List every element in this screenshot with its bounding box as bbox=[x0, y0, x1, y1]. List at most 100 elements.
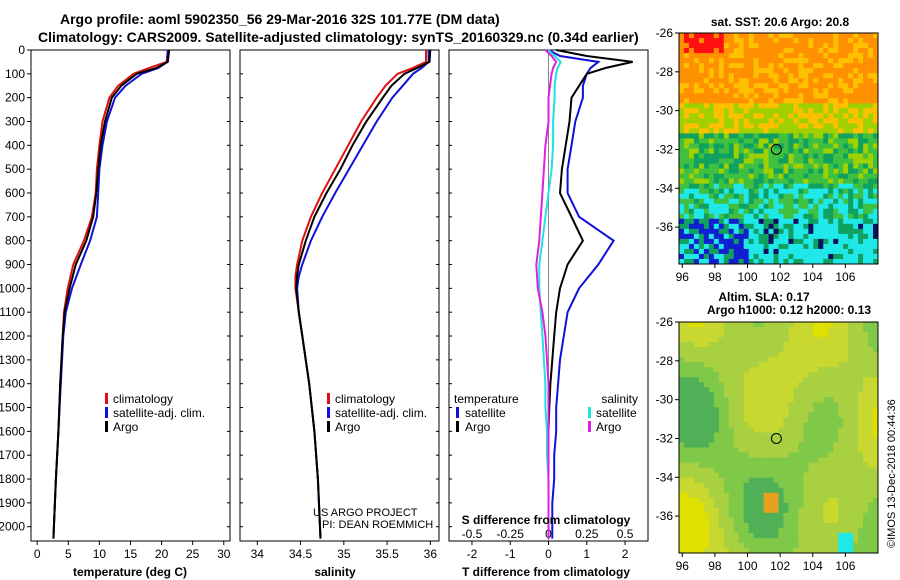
map-cell bbox=[683, 542, 690, 549]
map-cell bbox=[818, 83, 824, 89]
map-cell bbox=[783, 113, 789, 119]
map-cell bbox=[873, 203, 879, 210]
map-cell bbox=[733, 153, 740, 159]
map-cell bbox=[688, 387, 695, 393]
map-cell bbox=[743, 422, 750, 428]
map-cell bbox=[743, 327, 750, 333]
x-tick-label: 5 bbox=[65, 547, 72, 561]
map-cell bbox=[693, 88, 700, 94]
map-cell bbox=[828, 248, 834, 255]
map-cell bbox=[679, 372, 685, 378]
map-cell bbox=[703, 527, 710, 534]
map-cell bbox=[838, 63, 844, 69]
map-cell bbox=[793, 203, 799, 210]
map-cell bbox=[848, 38, 854, 44]
map-cell bbox=[768, 322, 774, 328]
map-cell bbox=[688, 502, 695, 509]
map-cell bbox=[703, 233, 710, 240]
map-cell bbox=[818, 492, 824, 499]
map-cell bbox=[788, 93, 794, 99]
map-cell bbox=[708, 487, 715, 494]
map-cell bbox=[788, 347, 794, 353]
map-cell bbox=[753, 113, 760, 119]
map-cell bbox=[738, 397, 745, 403]
map-cell bbox=[683, 332, 690, 338]
map-cell bbox=[763, 163, 769, 169]
map-cell bbox=[773, 377, 779, 383]
map-cell bbox=[763, 198, 769, 205]
map-cell bbox=[843, 427, 849, 433]
map-cell bbox=[748, 78, 755, 84]
map-cell bbox=[863, 457, 869, 464]
map-cell bbox=[823, 83, 829, 89]
map-cell bbox=[853, 377, 859, 383]
map-cell bbox=[783, 357, 789, 363]
map-cell bbox=[838, 397, 844, 403]
map-cell bbox=[838, 517, 844, 524]
map-cell bbox=[718, 462, 725, 469]
map-cell bbox=[803, 457, 809, 464]
map-cell bbox=[813, 347, 819, 353]
map-cell bbox=[788, 392, 794, 398]
map-cell bbox=[743, 138, 750, 144]
map-cell bbox=[813, 248, 819, 255]
map-cell bbox=[698, 73, 705, 79]
map-cell bbox=[773, 208, 779, 215]
map-cell bbox=[748, 437, 755, 443]
map-cell bbox=[773, 362, 779, 368]
map-cell bbox=[858, 58, 864, 64]
map-cell bbox=[723, 437, 730, 443]
map-cell bbox=[823, 163, 829, 169]
map-cell bbox=[798, 183, 804, 190]
map-cell bbox=[748, 372, 755, 378]
map-cell bbox=[743, 467, 750, 474]
map-cell bbox=[853, 253, 859, 260]
map-cell bbox=[838, 357, 844, 363]
map-cell bbox=[773, 158, 779, 164]
map-cell bbox=[808, 517, 814, 524]
map-cell bbox=[758, 362, 764, 368]
map-cell bbox=[733, 213, 740, 220]
map-cell bbox=[838, 198, 844, 205]
map-cell bbox=[758, 103, 764, 109]
map-cell bbox=[698, 342, 705, 348]
map-cell bbox=[713, 53, 720, 59]
map-cell bbox=[823, 133, 829, 139]
map-cell bbox=[708, 382, 715, 388]
map-cell bbox=[693, 532, 700, 539]
map-cell bbox=[693, 357, 700, 363]
map-cell bbox=[723, 452, 730, 458]
map-cell bbox=[833, 233, 839, 240]
map-cell bbox=[783, 497, 789, 504]
map-cell bbox=[748, 392, 755, 398]
map-cell bbox=[798, 457, 804, 464]
map-cell bbox=[858, 462, 864, 469]
map-cell bbox=[813, 537, 819, 544]
map-cell bbox=[868, 347, 874, 353]
map-cell bbox=[873, 507, 879, 514]
map-cell bbox=[693, 432, 700, 438]
map-cell bbox=[808, 183, 814, 190]
map-cell bbox=[683, 163, 690, 169]
map-cell bbox=[833, 472, 839, 479]
map-cell bbox=[703, 108, 710, 114]
map-cell bbox=[788, 183, 794, 190]
map-cell bbox=[758, 193, 764, 200]
map-cell bbox=[803, 447, 809, 453]
map-cell bbox=[698, 377, 705, 383]
map-cell bbox=[773, 392, 779, 398]
map-cell bbox=[703, 63, 710, 69]
map-cell bbox=[708, 352, 715, 358]
map-cell bbox=[763, 447, 769, 453]
map-cell bbox=[703, 173, 710, 180]
map-cell bbox=[763, 78, 769, 84]
map-cell bbox=[718, 467, 725, 474]
map-cell bbox=[793, 517, 799, 524]
map-cell bbox=[793, 327, 799, 333]
map-cell bbox=[679, 33, 685, 39]
map-cell bbox=[853, 213, 859, 220]
map-cell bbox=[723, 482, 730, 489]
map-cell bbox=[753, 238, 760, 245]
map-cell bbox=[768, 43, 774, 49]
map-cell bbox=[858, 233, 864, 240]
